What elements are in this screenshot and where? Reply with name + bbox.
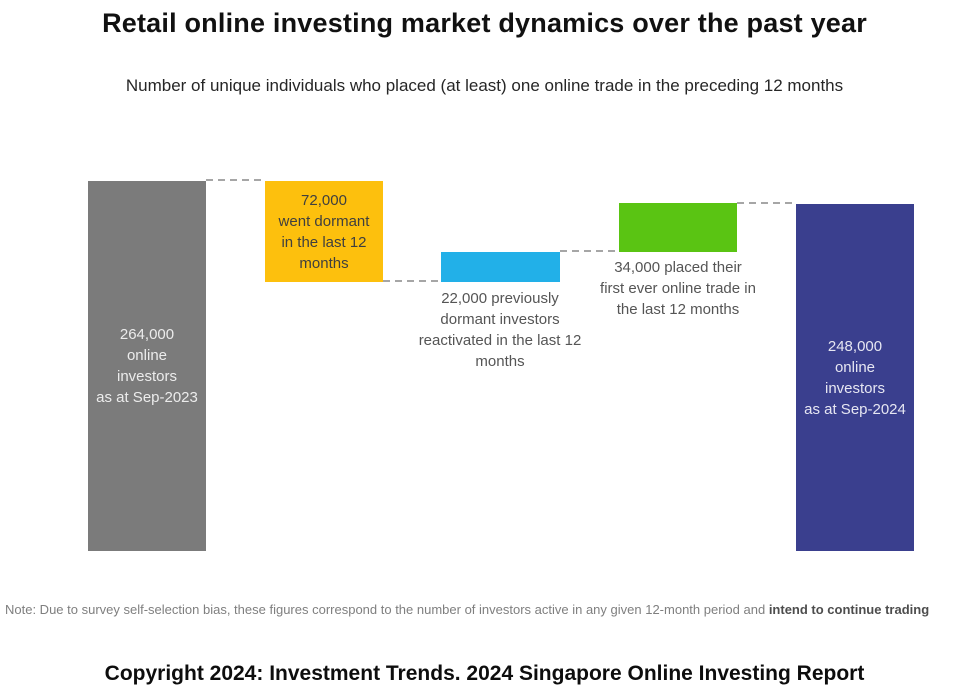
bar-dormant-reactivated	[441, 252, 560, 282]
bar-first-ever-trade	[619, 203, 737, 252]
chart-title: Retail online investing market dynamics …	[102, 8, 867, 38]
bar-label-dormant-reactivated: 22,000 previously dormant investors reac…	[418, 290, 582, 370]
bar-online-investors-sep-2024: 248,000 online investors as at Sep-2024	[796, 204, 914, 551]
connector-line-dormant-to-reactivated	[383, 280, 442, 282]
footnote: Note: Due to survey self-selection bias,…	[5, 602, 963, 617]
connector-line-start-to-dormant	[206, 179, 266, 181]
bar-label-sep-2023: 264,000 online investors as at Sep-2023	[96, 326, 198, 406]
bar-label-went-dormant: 72,000 went dormant in the last 12 month…	[278, 191, 370, 272]
bar-went-dormant: 72,000 went dormant in the last 12 month…	[265, 181, 383, 282]
bar-label-sep-2024: 248,000 online investors as at Sep-2024	[804, 337, 906, 418]
chart-subtitle: Number of unique individuals who placed …	[125, 76, 844, 95]
connector-line-reactivated-to-first-trade	[560, 250, 620, 252]
connector-line-first-trade-to-end	[737, 202, 797, 204]
footnote-bold-text: intend to continue trading	[768, 602, 930, 617]
footnote-regular-text: Note: Due to survey self-selection bias,…	[5, 602, 769, 617]
bar-label-first-ever-trade: 34,000 placed their first ever online tr…	[600, 259, 756, 318]
copyright-footer: Copyright 2024: Investment Trends. 2024 …	[104, 662, 865, 685]
bar-online-investors-sep-2023: 264,000 online investors as at Sep-2023	[88, 181, 206, 551]
